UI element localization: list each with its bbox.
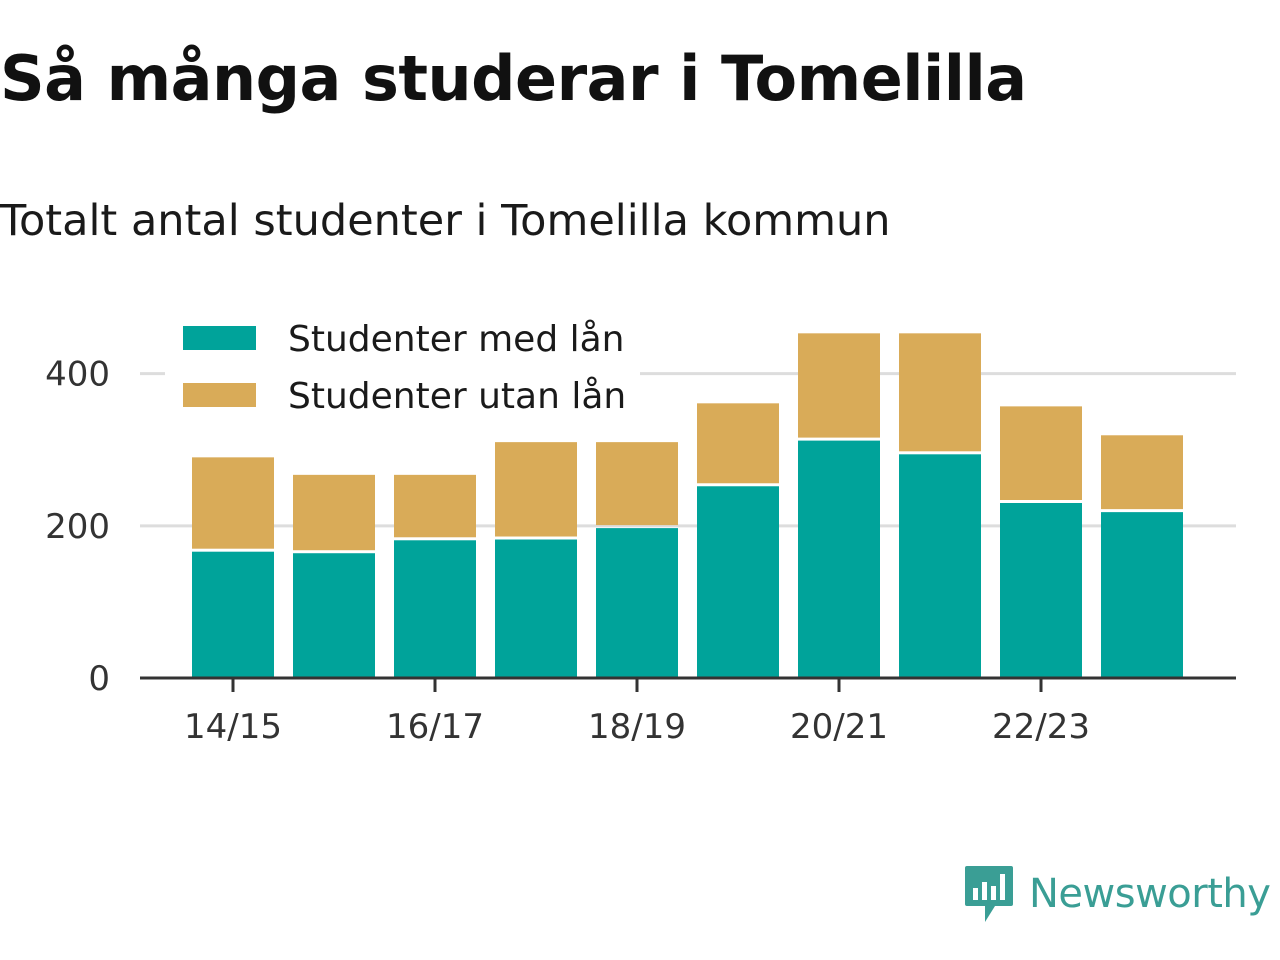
bar-med-lan <box>697 486 779 678</box>
newsworthy-logo: Newsworthy <box>963 864 1271 924</box>
chart-title: Så många studerar i Tomelilla <box>0 42 1027 115</box>
x-tick-label: 14/15 <box>184 707 282 747</box>
bar-utan-lan <box>192 457 274 549</box>
bar-med-lan <box>1101 512 1183 678</box>
bar-med-lan <box>596 528 678 678</box>
brand-name: Newsworthy <box>1029 871 1271 917</box>
bar-med-lan <box>1000 503 1082 678</box>
x-tick-label: 18/19 <box>588 707 686 747</box>
x-tick-label: 16/17 <box>386 707 484 747</box>
bar-utan-lan <box>293 474 375 551</box>
legend-label: Studenter med lån <box>288 319 625 360</box>
bar-med-lan <box>495 539 577 678</box>
bar-utan-lan <box>596 442 678 526</box>
y-tick-label: 400 <box>45 355 110 395</box>
bars <box>192 333 1183 678</box>
bar-med-lan <box>899 454 981 678</box>
bar-med-lan <box>798 440 880 678</box>
x-tick-label: 22/23 <box>992 707 1090 747</box>
bar-utan-lan <box>697 403 779 484</box>
bar-utan-lan <box>394 474 476 538</box>
legend-swatch <box>183 383 256 407</box>
legend-label: Studenter utan lån <box>288 376 626 417</box>
bar-med-lan <box>192 551 274 678</box>
bar-utan-lan <box>1000 406 1082 500</box>
bar-utan-lan <box>798 333 880 438</box>
chart-subtitle: Totalt antal studenter i Tomelilla kommu… <box>0 196 891 246</box>
bar-utan-lan <box>1101 435 1183 510</box>
legend-swatch <box>183 326 256 350</box>
bar-med-lan <box>293 553 375 678</box>
newsworthy-logo-icon <box>965 866 1013 922</box>
y-tick-label: 0 <box>88 659 110 699</box>
x-tick-label: 20/21 <box>790 707 888 747</box>
y-tick-label: 200 <box>45 507 110 547</box>
bar-med-lan <box>394 540 476 678</box>
axes: 0 200 400 14/15 16/17 18/19 20/21 22/23 <box>45 355 1236 747</box>
bar-utan-lan <box>495 442 577 537</box>
legend: Studenter med lån Studenter utan lån <box>165 316 640 426</box>
bar-utan-lan <box>899 333 981 452</box>
